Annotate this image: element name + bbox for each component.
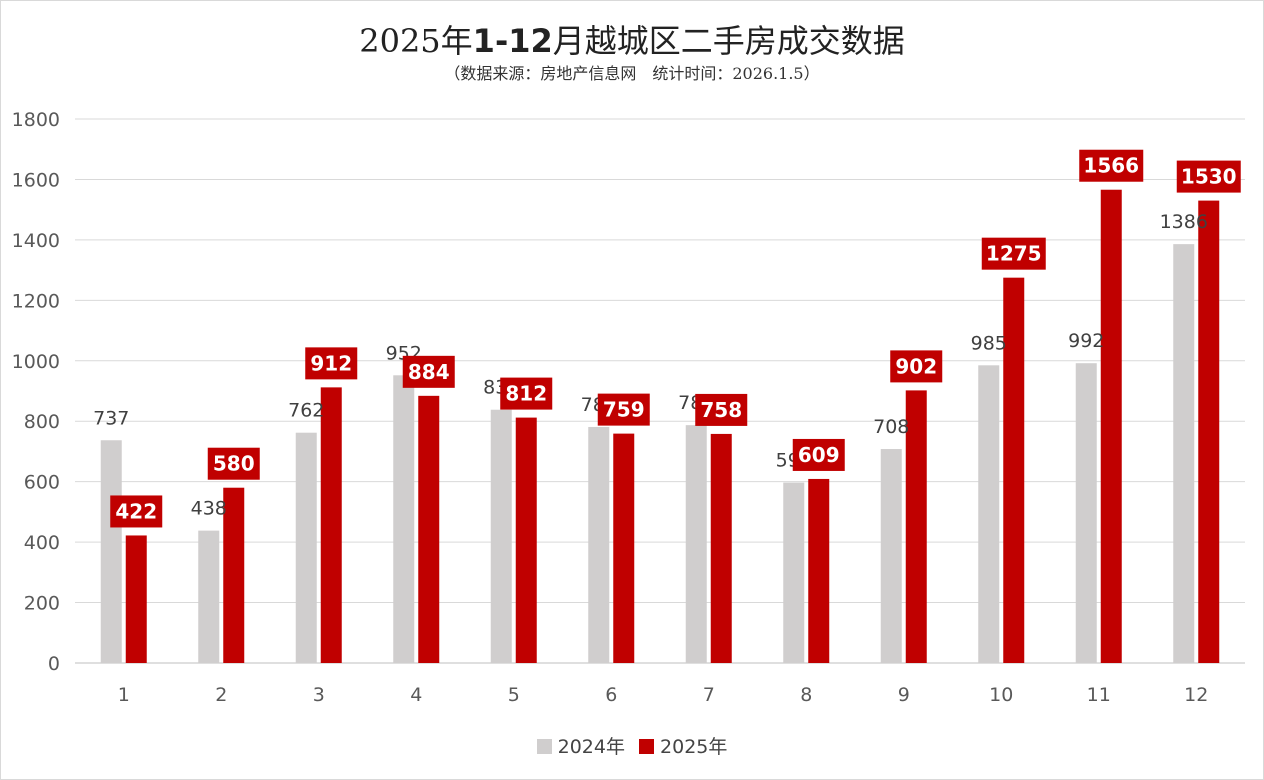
data-label-2025: 759 bbox=[603, 398, 645, 422]
bar-2025 bbox=[808, 478, 830, 663]
bar-2024 bbox=[1173, 244, 1195, 663]
data-label-2025: 422 bbox=[115, 499, 157, 523]
y-tick-label: 1000 bbox=[12, 351, 60, 373]
data-label-2025: 902 bbox=[895, 354, 937, 378]
data-label-2024: 737 bbox=[93, 407, 129, 429]
x-tick-label: 12 bbox=[1184, 684, 1208, 706]
y-tick-label: 1800 bbox=[12, 109, 60, 131]
x-tick-label: 6 bbox=[605, 684, 617, 706]
data-label-2024: 762 bbox=[288, 400, 324, 422]
data-label-2025: 1566 bbox=[1083, 154, 1139, 178]
x-tick-label: 11 bbox=[1087, 684, 1111, 706]
bar-2025 bbox=[125, 535, 147, 663]
bar-2024 bbox=[978, 365, 1000, 663]
data-label-box-2025 bbox=[792, 438, 845, 471]
bar-2025 bbox=[1198, 200, 1220, 663]
x-tick-label: 3 bbox=[313, 684, 325, 706]
bar-2025 bbox=[1003, 277, 1025, 663]
data-label-2025: 1530 bbox=[1181, 165, 1237, 189]
bar-2025 bbox=[1100, 189, 1122, 663]
bar-2025 bbox=[710, 433, 732, 663]
bar-2025 bbox=[515, 417, 537, 663]
x-tick-label: 1 bbox=[118, 684, 130, 706]
y-tick-label: 800 bbox=[24, 411, 60, 433]
y-tick-label: 1600 bbox=[12, 169, 60, 191]
x-tick-label: 9 bbox=[898, 684, 910, 706]
bar-2024 bbox=[295, 432, 317, 663]
bar-2024 bbox=[393, 375, 415, 663]
bar-2024 bbox=[100, 440, 122, 663]
data-label-2024: 438 bbox=[191, 498, 227, 520]
data-label-2025: 1275 bbox=[986, 242, 1042, 266]
x-tick-label: 5 bbox=[508, 684, 520, 706]
data-label-box-2025 bbox=[402, 355, 455, 388]
chart-subtitle: （数据来源：房地产信息网 统计时间：2026.1.5） bbox=[444, 64, 820, 83]
title-suffix: 月越城区二手房成交数据 bbox=[552, 22, 905, 60]
bar-2025 bbox=[905, 390, 927, 663]
data-label-box-2025 bbox=[1079, 149, 1144, 182]
bar-2025 bbox=[320, 387, 342, 663]
x-tick-label: 10 bbox=[989, 684, 1013, 706]
data-label-box-2025 bbox=[981, 237, 1046, 270]
data-label-box-2025 bbox=[890, 350, 943, 383]
data-label-2024: 992 bbox=[1068, 330, 1104, 352]
y-tick-label: 0 bbox=[48, 653, 60, 675]
data-label-2025: 609 bbox=[798, 443, 840, 467]
bar-2025 bbox=[223, 487, 245, 663]
legend-item-2024: 2024年 bbox=[536, 732, 625, 759]
data-label-box-2025 bbox=[500, 377, 553, 410]
y-tick-label: 1400 bbox=[12, 230, 60, 252]
x-tick-label: 8 bbox=[800, 684, 812, 706]
legend-swatch-2024 bbox=[536, 739, 552, 754]
title-prefix: 2025年 bbox=[359, 22, 473, 60]
data-label-box-2025 bbox=[110, 495, 163, 528]
data-label-box-2025 bbox=[305, 347, 358, 380]
y-tick-label: 400 bbox=[24, 532, 60, 554]
data-label-2024: 1386 bbox=[1160, 211, 1208, 233]
bar-2025 bbox=[613, 433, 635, 663]
title-bold: 1-12 bbox=[472, 22, 553, 60]
chart-title: 2025年1-12月越城区二手房成交数据 bbox=[0, 16, 1264, 62]
data-label-2025: 912 bbox=[310, 351, 352, 375]
data-label-2025: 812 bbox=[505, 382, 547, 406]
legend-label-2025: 2025年 bbox=[660, 736, 728, 758]
x-tick-label: 2 bbox=[215, 684, 227, 706]
data-label-2025: 884 bbox=[408, 360, 450, 384]
y-tick-label: 600 bbox=[24, 472, 60, 494]
data-label-2025: 758 bbox=[700, 398, 742, 422]
legend: 2024年 2025年 bbox=[0, 732, 1264, 759]
bar-2024 bbox=[880, 449, 902, 663]
bar-2025 bbox=[418, 395, 440, 663]
data-label-2025: 580 bbox=[213, 452, 255, 476]
x-tick-label: 4 bbox=[410, 684, 422, 706]
bar-2024 bbox=[1075, 363, 1097, 663]
data-label-box-2025 bbox=[597, 393, 650, 426]
bar-2024 bbox=[588, 426, 610, 663]
legend-swatch-2025 bbox=[639, 739, 655, 754]
y-tick-label: 200 bbox=[24, 593, 60, 615]
data-label-2024: 985 bbox=[971, 332, 1007, 354]
legend-label-2024: 2024年 bbox=[557, 736, 625, 758]
data-label-box-2025 bbox=[207, 447, 260, 480]
legend-item-2025: 2025年 bbox=[639, 732, 727, 759]
bar-2024 bbox=[783, 482, 805, 663]
bar-2024 bbox=[198, 530, 220, 663]
data-label-2024: 708 bbox=[873, 416, 909, 438]
data-label-box-2025 bbox=[695, 393, 748, 426]
data-label-box-2025 bbox=[1176, 160, 1241, 193]
bar-2024 bbox=[490, 409, 512, 663]
y-tick-label: 1200 bbox=[12, 290, 60, 312]
bar-2024 bbox=[685, 425, 707, 663]
x-tick-label: 7 bbox=[703, 684, 715, 706]
